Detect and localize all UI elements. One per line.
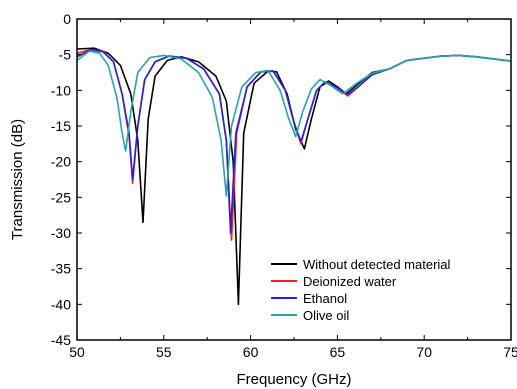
y-tick-label: -5 (59, 47, 72, 63)
legend: Without detected material Deionized water… (271, 257, 451, 323)
legend-label: Without detected material (303, 257, 451, 272)
legend-label: Deionized water (303, 274, 397, 289)
series-line-3 (76, 50, 512, 197)
y-tick-label: -15 (51, 118, 71, 134)
y-tick-label: -10 (51, 82, 71, 98)
y-tick-label: -30 (51, 225, 71, 241)
y-axis-title: Transmission (dB) (9, 119, 26, 240)
legend-label: Olive oil (303, 308, 349, 323)
y-tick-label: -40 (51, 296, 71, 312)
x-tick-label: 55 (156, 344, 172, 360)
series-layer (76, 47, 512, 306)
y-tick-label: -45 (51, 332, 71, 348)
y-tick-label: -25 (51, 189, 71, 205)
y-tick-label: -35 (51, 261, 71, 277)
tick-layer: 50 55 60 65 70 75 0 -5 -10 -15 -20 -25 -30 -35 -40 -45 (51, 11, 517, 360)
x-tick-label: 60 (243, 344, 259, 360)
x-tick-label: 75 (503, 344, 517, 360)
x-axis-title: Frequency (GHz) (236, 371, 351, 388)
y-tick-label: 0 (63, 11, 71, 27)
x-tick-label: 70 (416, 344, 432, 360)
x-tick-label: 65 (330, 344, 346, 360)
legend-label: Ethanol (303, 291, 347, 306)
y-tick-label: -20 (51, 154, 71, 170)
x-tick-label: 50 (69, 344, 85, 360)
